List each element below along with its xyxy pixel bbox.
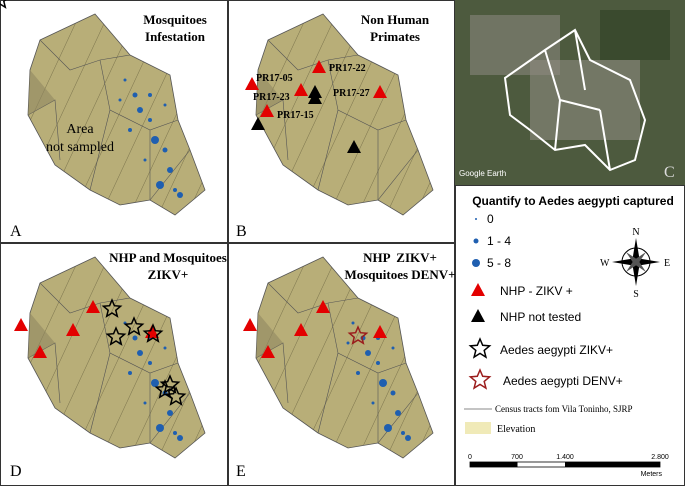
legend-label: 0 bbox=[487, 212, 494, 226]
panel-title: Non Human bbox=[361, 12, 430, 27]
scale-unit: Meters bbox=[641, 471, 663, 478]
compass: N S E W bbox=[600, 227, 670, 300]
legend-label: 5 - 8 bbox=[487, 256, 511, 270]
compass-label: E bbox=[664, 258, 670, 269]
panel-title: NHP and Mosquitoes bbox=[109, 250, 227, 265]
legend-label: Aedes aegypti DENV+ bbox=[503, 374, 623, 388]
panel-title: Primates bbox=[370, 29, 420, 44]
note: not sampled bbox=[46, 140, 114, 155]
legend-label: NHP not tested bbox=[500, 310, 581, 324]
scale-label: 2.800 bbox=[651, 454, 669, 461]
site-label: PR17-05 bbox=[256, 73, 293, 84]
panel-letter: C bbox=[664, 164, 675, 181]
scale-label: 700 bbox=[511, 454, 523, 461]
panel-title: Mosquitoes DENV+ bbox=[344, 267, 455, 282]
compass-label: W bbox=[600, 258, 610, 269]
panel-letter: E bbox=[236, 463, 246, 480]
panel-e: NHP ZIKV+ Mosquitoes DENV+ E bbox=[228, 243, 456, 486]
legend-title: Quantify to Aedes aegypti captured bbox=[472, 194, 674, 208]
panel-b: Non Human Primates PR17-05 PR17-22 PR17-… bbox=[228, 0, 455, 243]
panel-title: ZIKV+ bbox=[148, 267, 189, 282]
legend-label: Census tracts fom Vila Toninho, SJRP bbox=[495, 404, 633, 414]
panel-letter: B bbox=[236, 223, 247, 240]
compass-label: S bbox=[633, 289, 639, 300]
panel-title: Infestation bbox=[145, 29, 206, 44]
panel-letter: D bbox=[10, 463, 22, 480]
panel-title: Mosquitoes bbox=[143, 12, 207, 27]
scale-label: 1.400 bbox=[556, 454, 574, 461]
panel-letter: A bbox=[10, 223, 22, 240]
panel-d: NHP and Mosquitoes ZIKV+ D bbox=[0, 243, 228, 486]
legend-label: Aedes aegypti ZIKV+ bbox=[500, 343, 613, 357]
note: Area bbox=[66, 122, 94, 137]
scale-label: 0 bbox=[468, 454, 472, 461]
scale-bar: 0 700 1.400 2.800 Meters bbox=[468, 454, 669, 478]
site-label: PR17-22 bbox=[329, 63, 366, 74]
compass-label: N bbox=[632, 227, 639, 238]
credit: Google Earth bbox=[459, 169, 506, 178]
legend-label: 1 - 4 bbox=[487, 234, 511, 248]
site-label: PR17-27 bbox=[333, 88, 370, 99]
site-label: PR17-23 bbox=[253, 92, 290, 103]
site-label: PR17-15 bbox=[277, 110, 314, 121]
panel-a: Mosquitoes Infestation Area not sampled … bbox=[0, 0, 228, 243]
legend-label: NHP - ZIKV + bbox=[500, 284, 573, 298]
panel-title: NHP ZIKV+ bbox=[363, 250, 437, 265]
panel-c: Google Earth C bbox=[455, 0, 685, 185]
legend-label: Elevation bbox=[497, 424, 535, 435]
